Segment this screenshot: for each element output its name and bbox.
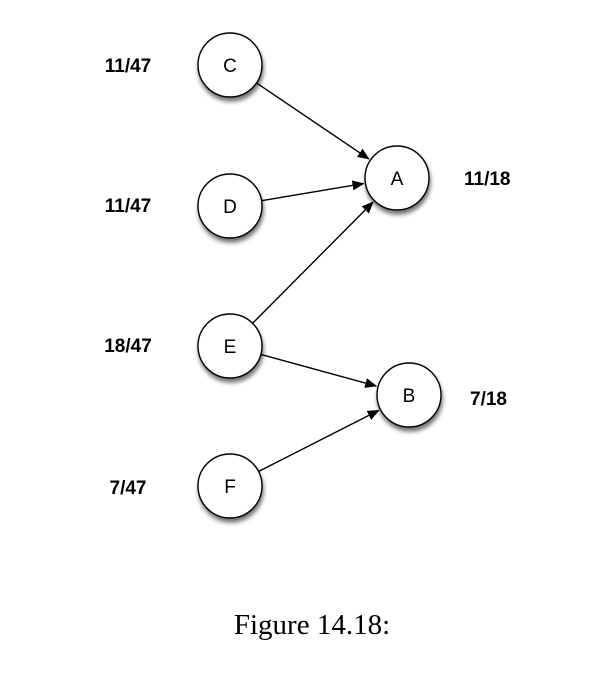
node-d-circle: [197, 173, 263, 239]
nodes-layer: C 11/47 D 11/47 E 18/47 F 7/47 A 11/18 B 7/18: [104, 32, 511, 519]
node-e-label: E: [224, 337, 237, 358]
edge-e-to-b: [260, 353, 378, 388]
node-c-label: C: [223, 56, 237, 77]
node-c-value: 11/47: [105, 56, 152, 77]
node-d-label: D: [223, 197, 237, 218]
edges-layer: [252, 82, 380, 473]
node-a-circle: [364, 145, 430, 211]
node-e: E 18/47: [104, 313, 263, 379]
node-c: C 11/47: [105, 32, 263, 98]
edge-e-to-a: [252, 201, 374, 324]
node-b-circle: [376, 362, 442, 428]
node-b: B 7/18: [376, 362, 507, 428]
edge-c-to-a: [256, 82, 370, 160]
node-b-value: 7/18: [470, 389, 507, 410]
edge-d-to-a: [261, 180, 365, 202]
figure-caption: Figure 14.18:: [234, 609, 390, 641]
node-b-label: B: [403, 386, 416, 407]
node-f: F 7/47: [110, 453, 263, 519]
node-f-value: 7/47: [110, 478, 147, 499]
node-d-value: 11/47: [105, 196, 152, 217]
node-e-value: 18/47: [104, 336, 152, 357]
node-d: D 11/47: [105, 173, 263, 239]
node-a-label: A: [391, 169, 404, 190]
edge-f-to-b: [258, 409, 380, 473]
node-a: A 11/18: [364, 145, 511, 211]
node-e-circle: [197, 313, 263, 379]
node-f-circle: [197, 453, 263, 519]
node-f-label: F: [224, 477, 236, 498]
node-a-value: 11/18: [464, 169, 511, 190]
node-c-circle: [197, 32, 263, 98]
